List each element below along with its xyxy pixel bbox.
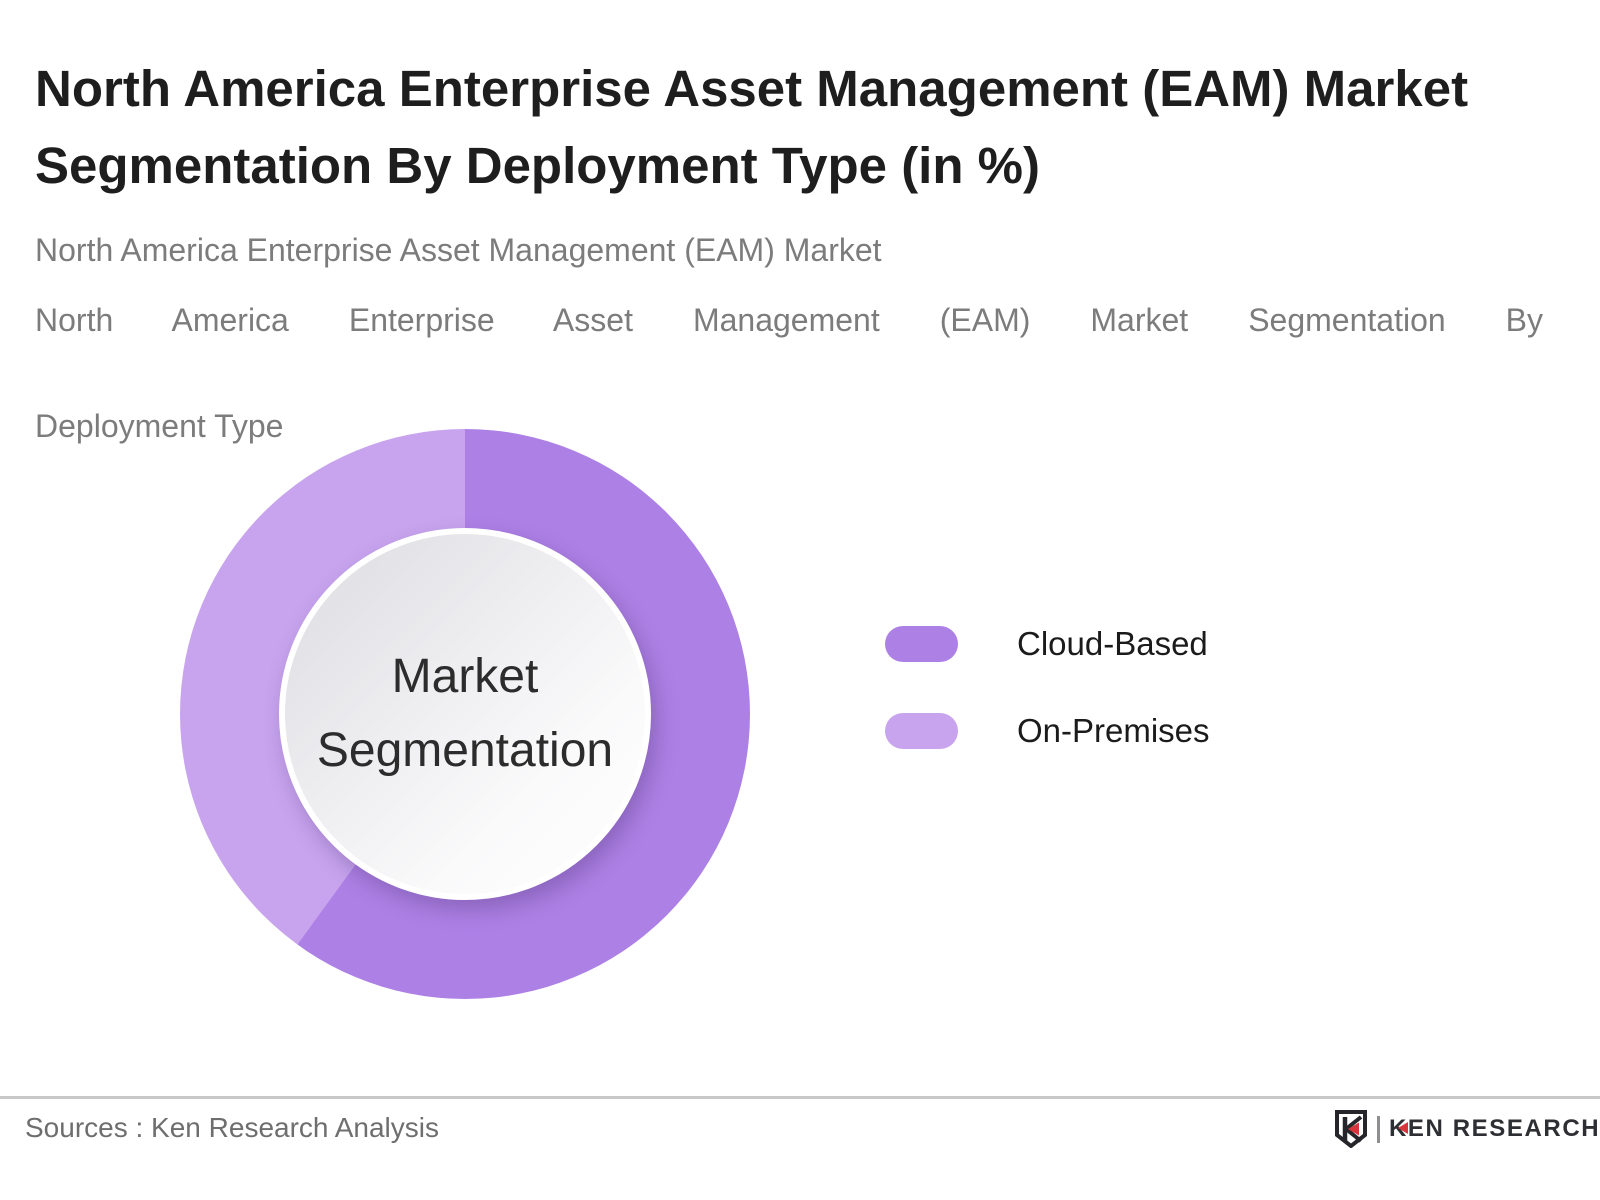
logo-separator [1377, 1115, 1380, 1143]
chart-description: North America Enterprise Asset Managemen… [35, 294, 1543, 453]
center-label-line1: Market [391, 650, 539, 703]
legend-swatch-on-premises [885, 713, 958, 749]
donut-chart: Market Segmentation [180, 429, 750, 999]
chart-description-line2: Deployment Type [35, 408, 284, 444]
chart-subtitle: North America Enterprise Asset Managemen… [35, 232, 882, 268]
footer-divider [0, 1096, 1600, 1099]
legend-swatch-cloud-based [885, 626, 958, 662]
chart-legend: Cloud-Based On-Premises [885, 625, 1210, 749]
ken-research-shield-icon [1335, 1110, 1367, 1148]
logo-text: KEN RESEARCH [1389, 1115, 1600, 1142]
chart-description-line1: North America Enterprise Asset Managemen… [35, 302, 1543, 338]
logo-red-triangle-icon [1398, 1122, 1408, 1134]
legend-item-on-premises: On-Premises [885, 712, 1210, 749]
donut-center: Market Segmentation [279, 528, 651, 900]
legend-label-on-premises: On-Premises [1017, 712, 1210, 749]
legend-label-cloud-based: Cloud-Based [1017, 625, 1208, 662]
page-title: North America Enterprise Asset Managemen… [35, 60, 1469, 194]
ken-research-logo: KEN RESEARCH [1333, 1110, 1600, 1148]
legend-item-cloud-based: Cloud-Based [885, 625, 1210, 662]
center-label-line2: Segmentation [316, 724, 614, 777]
sources-text: Sources : Ken Research Analysis [25, 1112, 439, 1143]
